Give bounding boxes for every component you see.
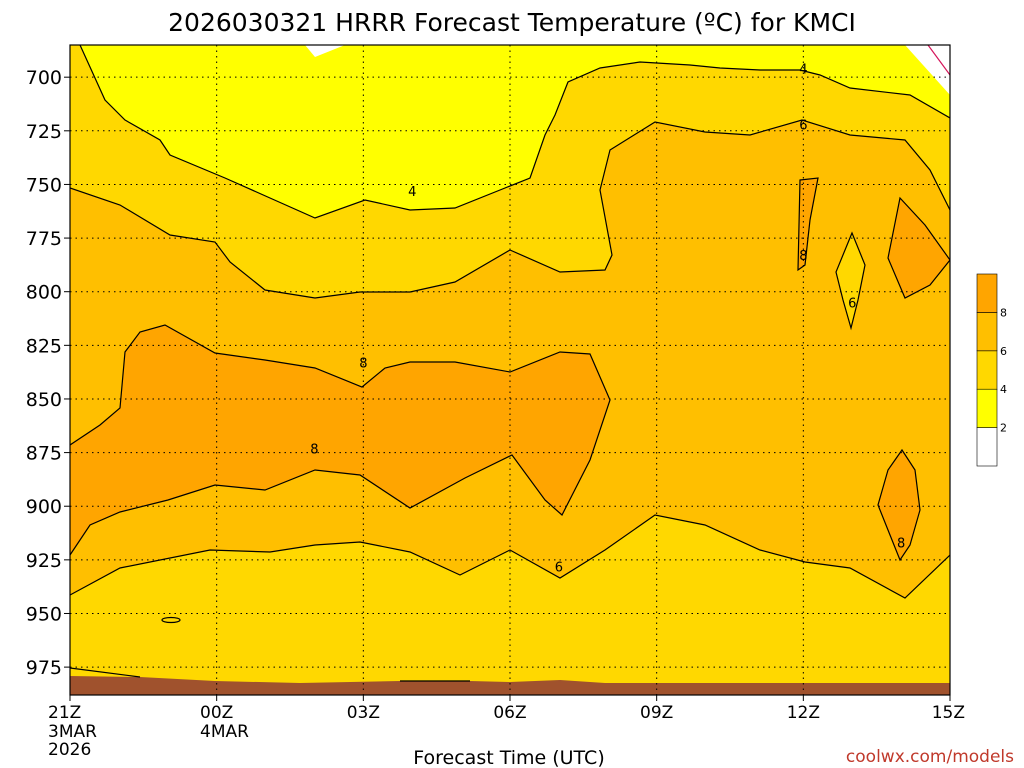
contour-label: 8: [359, 356, 367, 371]
contour-label: 4: [799, 63, 807, 78]
legend-swatch: [976, 350, 998, 390]
contour-8-12z: [797, 177, 819, 272]
legend-label: 8: [1000, 306, 1007, 319]
contour-red-top: [927, 45, 950, 76]
x-tick-label: 12Z: [787, 703, 820, 723]
y-tick-label: 850: [26, 389, 62, 411]
contour-8-right-lower: [877, 448, 921, 562]
ground-fill: [70, 676, 950, 695]
x-tick-label: 21Z: [48, 703, 81, 723]
contour-label: 6: [848, 296, 856, 311]
grid-lines: [70, 45, 950, 695]
x-tick-sublabel: 3MAR: [48, 722, 97, 742]
legend-swatch: [976, 312, 998, 352]
color-legend: 2 4 6 8: [976, 273, 1007, 467]
contour-8-right-upper: [887, 196, 950, 299]
fill-above-8-main: [70, 325, 610, 555]
y-tick-label: 900: [26, 496, 62, 518]
legend-swatch: [976, 427, 998, 467]
contour-label: 8: [310, 442, 318, 457]
contour-4-upper: [79, 45, 950, 219]
fill-above-8-right-lower: [878, 450, 920, 560]
contour-label: 4: [408, 185, 416, 200]
y-tick-label: 750: [26, 174, 62, 196]
y-tick-label: 800: [26, 282, 62, 304]
y-tick-label: 950: [26, 603, 62, 625]
chart-title: 2026030321 HRRR Forecast Temperature (ºC…: [168, 8, 856, 37]
x-tick-sublabel: 2026: [48, 740, 91, 760]
x-tick-label: 15Z: [932, 703, 965, 723]
y-tick-label: 875: [26, 443, 62, 465]
contour-label: 6: [555, 560, 563, 575]
y-tick-label: 975: [26, 657, 62, 679]
contour-6-lower: [70, 514, 950, 599]
fill-above-8-12z: [798, 178, 818, 270]
y-tick-label: 725: [26, 121, 62, 143]
legend-label: 2: [1000, 422, 1007, 435]
x-tick-label: 00Z: [200, 703, 233, 723]
contour-ground-edge: [70, 667, 141, 678]
contour-8-main: [70, 324, 611, 556]
y-tick-label: 825: [26, 335, 62, 357]
fill-below-2-top-right: [905, 45, 950, 95]
x-tick-sublabel: 4MAR: [200, 722, 249, 742]
contour-label: 6: [799, 118, 807, 133]
y-tick-label: 775: [26, 228, 62, 250]
x-axis-title: Forecast Time (UTC): [413, 747, 604, 768]
fill-2-to-4: [70, 45, 950, 218]
y-axis: 700 725 750 775 800 825 850 875 900 925 950 975: [26, 67, 70, 679]
x-tick-label: 03Z: [347, 703, 380, 723]
fill-4-to-6-island: [836, 233, 865, 328]
contour-label: 8: [799, 249, 807, 264]
legend-swatch: [976, 273, 998, 313]
legend-label: 4: [1000, 383, 1007, 396]
contour-label: 8: [897, 537, 905, 552]
contour-labels: 4 4 6 8 6 8 8 6 8: [310, 63, 905, 576]
x-tick-label: 06Z: [493, 703, 526, 723]
y-tick-label: 700: [26, 67, 62, 89]
x-tick-label: 09Z: [640, 703, 673, 723]
contour-6-upper: [70, 119, 950, 299]
credit-text[interactable]: coolwx.com/models: [846, 747, 1014, 767]
y-tick-label: 925: [26, 550, 62, 572]
contour-lines: [70, 45, 950, 682]
contour-6-island: [835, 231, 866, 331]
fill-above-8-right-upper: [888, 198, 950, 298]
contour-small-ring: [161, 616, 181, 624]
legend-label: 6: [1000, 345, 1007, 358]
fill-below-2-top-left: [305, 45, 345, 57]
legend-swatch: [976, 388, 998, 428]
